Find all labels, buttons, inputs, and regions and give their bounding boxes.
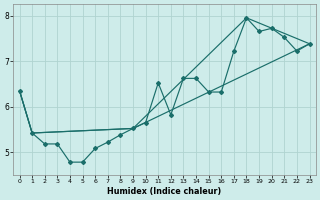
X-axis label: Humidex (Indice chaleur): Humidex (Indice chaleur) (108, 187, 222, 196)
